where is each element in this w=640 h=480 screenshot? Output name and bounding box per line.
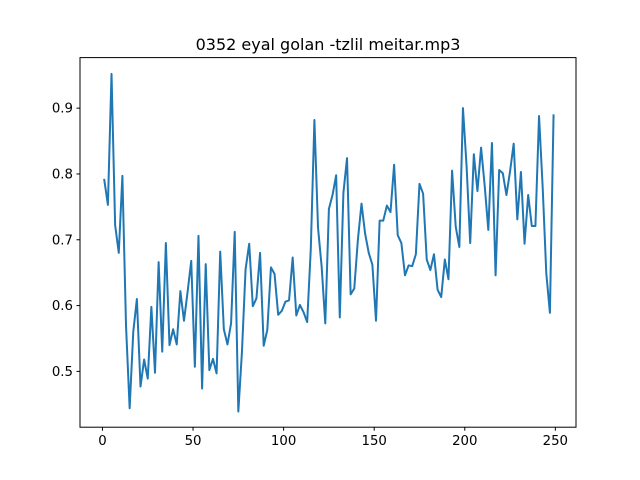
y-tick-label: 0.8 <box>52 167 73 182</box>
x-tick-label: 100 <box>271 434 296 449</box>
y-tick-label: 0.6 <box>52 299 73 314</box>
series-line <box>103 72 555 413</box>
x-tick-label: 250 <box>543 434 568 449</box>
x-tick-label: 200 <box>452 434 477 449</box>
y-tick-label: 0.7 <box>52 233 73 248</box>
x-tick-label: 50 <box>185 434 202 449</box>
y-tick-label: 0.5 <box>52 365 73 380</box>
x-tick-label: 0 <box>98 434 106 449</box>
y-tick-label: 0.9 <box>52 102 73 117</box>
x-tick-label: 150 <box>361 434 386 449</box>
y-axis: 0.5 0.6 0.7 0.8 0.9 <box>52 102 80 380</box>
x-axis: 0 50 100 150 200 250 <box>98 427 568 449</box>
plot-area-frame <box>79 57 577 428</box>
chart-title: 0352 eyal golan -tzlil meitar.mp3 <box>196 35 461 54</box>
